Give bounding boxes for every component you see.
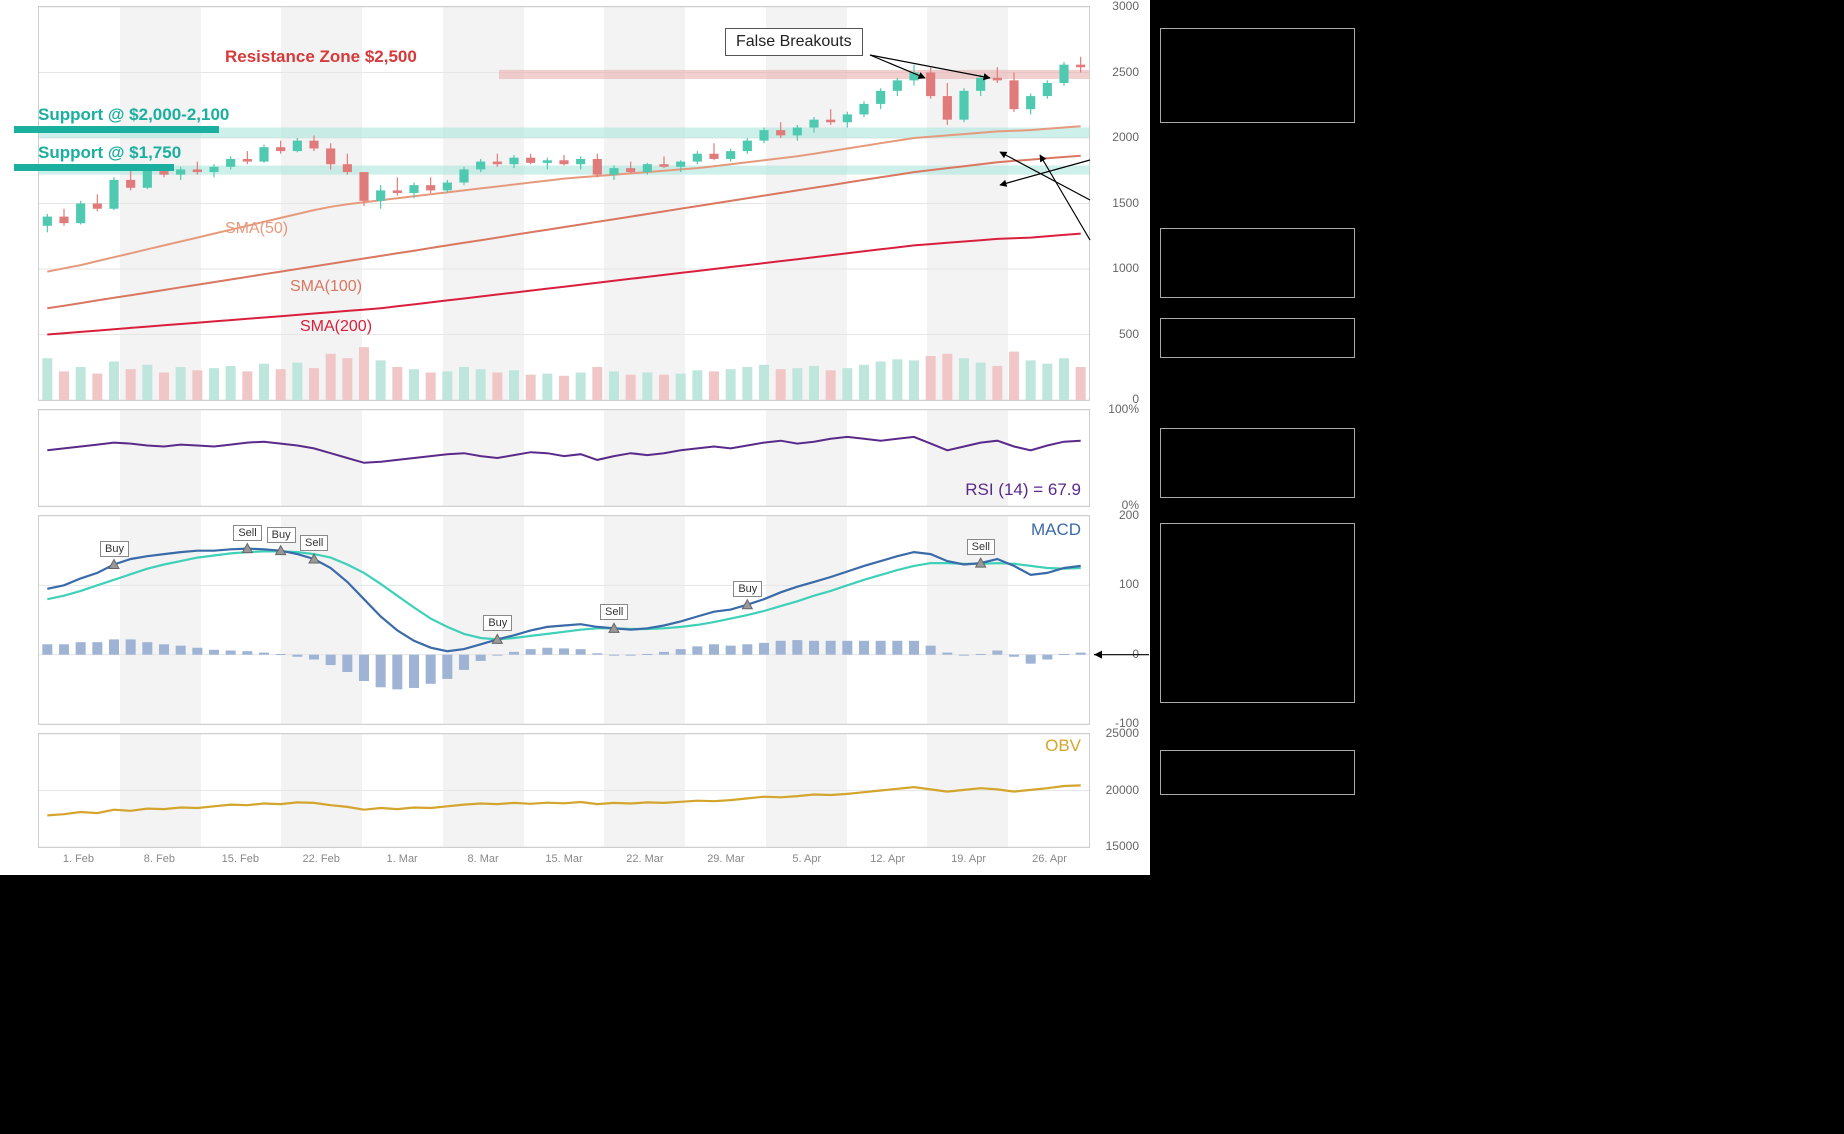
x-tick: 15. Feb — [200, 853, 281, 873]
support2-label: Support @ $1,750 — [38, 143, 181, 163]
x-tick: 26. Apr — [1009, 853, 1090, 873]
x-tick: 8. Mar — [443, 853, 524, 873]
macd-panel: -1000100200BuySellBuySellBuySellBuySellM… — [38, 515, 1090, 725]
obv-label: OBV — [1045, 736, 1081, 756]
x-tick: 22. Feb — [281, 853, 362, 873]
chart-container: nalysis as of April 27, 2021 05001000150… — [0, 0, 1150, 875]
rsi-label: RSI (14) = 67.9 — [965, 480, 1081, 500]
x-tick: 19. Apr — [928, 853, 1009, 873]
support1-label: Support @ $2,000-2,100 — [38, 105, 229, 125]
macd-signal-buy: Buy — [483, 615, 512, 631]
obv-panel: 150002000025000OBV — [38, 733, 1090, 848]
macd-signal-buy: Buy — [733, 581, 762, 597]
macd-signal-buy: Buy — [100, 541, 129, 557]
x-tick: 5. Apr — [766, 853, 847, 873]
false-breakouts-callout: False Breakouts — [725, 28, 863, 56]
price-panel: 050010001500200025003000 — [38, 6, 1090, 401]
sma200-label: SMA(200) — [300, 318, 372, 336]
macd-signal-sell: Sell — [300, 535, 328, 551]
macd-signal-buy: Buy — [267, 527, 296, 543]
sidebar-box — [1160, 318, 1355, 358]
resistance-label: Resistance Zone $2,500 — [225, 47, 417, 67]
x-tick: 12. Apr — [847, 853, 928, 873]
sidebar-box — [1160, 523, 1355, 703]
sidebar-box — [1160, 428, 1355, 498]
x-tick: 29. Mar — [685, 853, 766, 873]
sma50-label: SMA(50) — [225, 220, 288, 238]
x-tick: 1. Feb — [38, 853, 119, 873]
x-axis: 1. Feb8. Feb15. Feb22. Feb1. Mar8. Mar15… — [38, 853, 1090, 873]
sidebar-box — [1160, 228, 1355, 298]
sidebar-box — [1160, 28, 1355, 123]
macd-signal-sell: Sell — [233, 525, 261, 541]
macd-signal-sell: Sell — [600, 604, 628, 620]
sma100-label: SMA(100) — [290, 278, 362, 296]
sidebar-box — [1160, 750, 1355, 795]
rsi-panel: 0%100%RSI (14) = 67.9 — [38, 409, 1090, 507]
x-tick: 22. Mar — [604, 853, 685, 873]
x-tick: 15. Mar — [524, 853, 605, 873]
x-tick: 1. Mar — [362, 853, 443, 873]
macd-signal-sell: Sell — [967, 539, 995, 555]
x-tick: 8. Feb — [119, 853, 200, 873]
macd-label: MACD — [1031, 520, 1081, 540]
